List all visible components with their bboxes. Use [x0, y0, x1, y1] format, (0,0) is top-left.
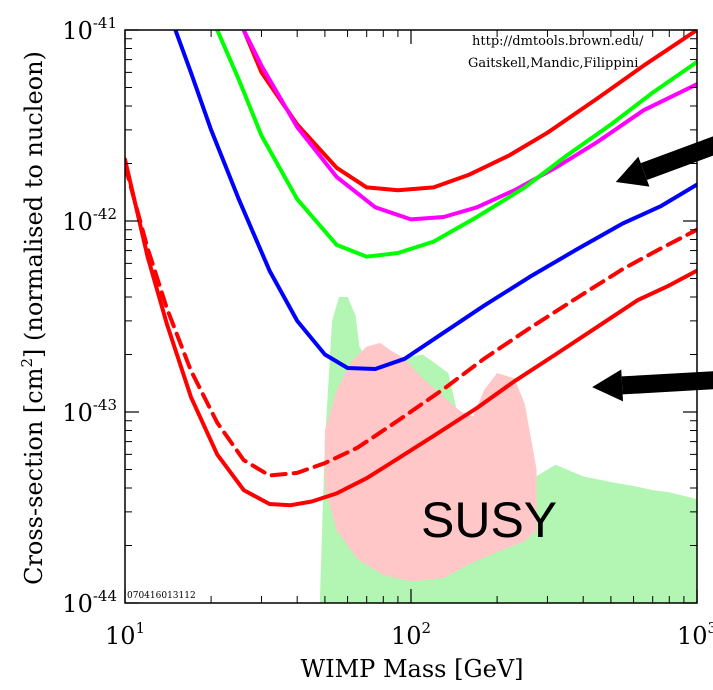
x-tick-label: 103: [677, 619, 713, 650]
arrow-shaft: [640, 136, 713, 181]
series-line-5: [125, 163, 697, 478]
x-axis-label: WIMP Mass [GeV]: [300, 655, 523, 683]
pointer-arrow-1: [615, 136, 713, 187]
series-line-3: [215, 30, 697, 259]
plot-id-annotation: 070416013112: [127, 591, 196, 601]
arrow-head: [592, 369, 624, 402]
y-axis-label: Cross-section [cm2] (normalised to nucle…: [18, 51, 48, 585]
susy-region-label: SUSY: [421, 492, 557, 548]
y-tick-label: 10-44: [62, 587, 117, 618]
series-line-2: [241, 30, 697, 222]
ticks-layer: [124, 29, 698, 604]
pointer-arrow-2: [592, 369, 713, 402]
series-line-6: [125, 157, 697, 508]
arrow-shaft: [621, 371, 713, 395]
y-tick-label: 10-43: [62, 396, 117, 427]
series-layer: [125, 30, 697, 508]
series-line-4: [173, 30, 697, 371]
authors-annotation: Gaitskell,Mandic,Filippini: [468, 56, 638, 71]
y-axis-label-main: Cross-section [cm: [20, 367, 48, 585]
y-tick-label: 10-41: [62, 14, 117, 45]
source-url-annotation: http://dmtools.brown.edu/: [472, 34, 644, 49]
y-tick-label: 10-42: [62, 205, 117, 236]
x-tick-label: 101: [105, 619, 145, 650]
y-axis-label-rest: ] (normalised to nucleon): [20, 51, 48, 358]
x-tick-label: 102: [391, 619, 431, 650]
y-axis-label-sup: 2: [18, 358, 36, 368]
arrow-head: [615, 156, 650, 187]
arrows-layer: [592, 136, 713, 402]
